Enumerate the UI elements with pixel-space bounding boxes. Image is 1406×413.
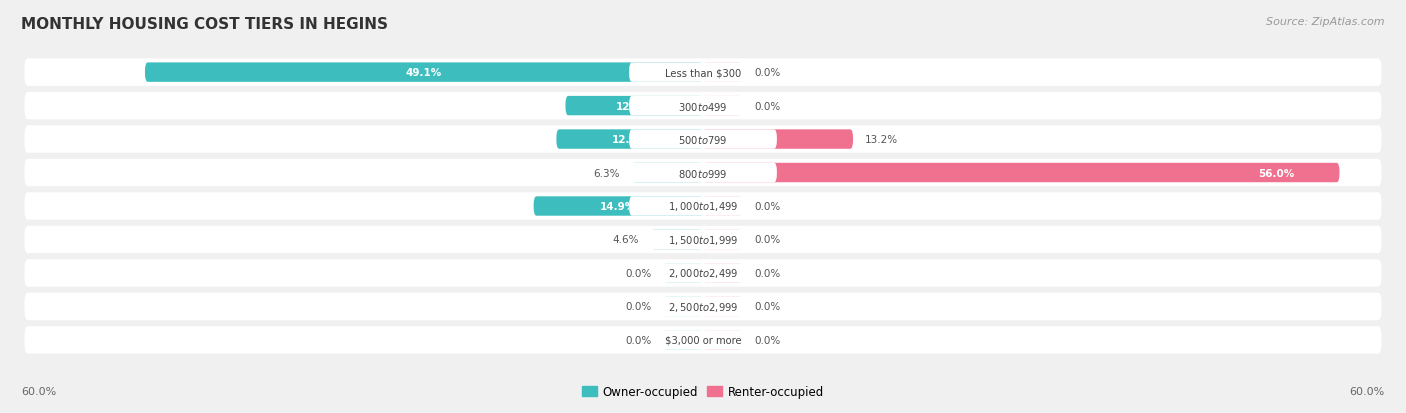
FancyBboxPatch shape [534, 197, 703, 216]
Text: $1,500 to $1,999: $1,500 to $1,999 [668, 233, 738, 247]
FancyBboxPatch shape [24, 260, 1382, 287]
FancyBboxPatch shape [703, 263, 742, 283]
Text: 0.0%: 0.0% [626, 335, 652, 345]
Text: $800 to $999: $800 to $999 [678, 167, 728, 179]
FancyBboxPatch shape [24, 126, 1382, 153]
Text: 60.0%: 60.0% [21, 387, 56, 396]
Text: 0.0%: 0.0% [754, 268, 780, 278]
FancyBboxPatch shape [703, 130, 853, 150]
FancyBboxPatch shape [24, 293, 1382, 320]
FancyBboxPatch shape [628, 164, 778, 183]
Text: 0.0%: 0.0% [754, 101, 780, 112]
FancyBboxPatch shape [565, 97, 703, 116]
Text: Less than $300: Less than $300 [665, 68, 741, 78]
Text: $2,500 to $2,999: $2,500 to $2,999 [668, 300, 738, 313]
FancyBboxPatch shape [628, 97, 778, 116]
FancyBboxPatch shape [664, 263, 703, 283]
FancyBboxPatch shape [628, 263, 778, 283]
Text: 6.3%: 6.3% [593, 168, 620, 178]
FancyBboxPatch shape [145, 63, 703, 83]
Text: $500 to $799: $500 to $799 [678, 134, 728, 146]
FancyBboxPatch shape [24, 226, 1382, 254]
FancyBboxPatch shape [651, 230, 703, 249]
FancyBboxPatch shape [628, 130, 778, 150]
Text: 56.0%: 56.0% [1258, 168, 1294, 178]
FancyBboxPatch shape [664, 297, 703, 316]
Text: 0.0%: 0.0% [626, 301, 652, 312]
FancyBboxPatch shape [703, 164, 1340, 183]
FancyBboxPatch shape [24, 159, 1382, 187]
FancyBboxPatch shape [703, 197, 742, 216]
FancyBboxPatch shape [631, 164, 703, 183]
Text: 0.0%: 0.0% [754, 68, 780, 78]
Text: 14.9%: 14.9% [600, 202, 637, 211]
FancyBboxPatch shape [703, 63, 742, 83]
FancyBboxPatch shape [628, 297, 778, 316]
Text: 0.0%: 0.0% [754, 235, 780, 245]
Text: 49.1%: 49.1% [406, 68, 441, 78]
Text: Source: ZipAtlas.com: Source: ZipAtlas.com [1267, 17, 1385, 26]
FancyBboxPatch shape [557, 130, 703, 150]
Text: $3,000 or more: $3,000 or more [665, 335, 741, 345]
Text: 12.9%: 12.9% [612, 135, 648, 145]
FancyBboxPatch shape [24, 59, 1382, 87]
FancyBboxPatch shape [628, 197, 778, 216]
FancyBboxPatch shape [24, 193, 1382, 220]
FancyBboxPatch shape [628, 330, 778, 350]
Text: $1,000 to $1,499: $1,000 to $1,499 [668, 200, 738, 213]
FancyBboxPatch shape [703, 97, 742, 116]
FancyBboxPatch shape [628, 63, 778, 83]
FancyBboxPatch shape [703, 297, 742, 316]
Text: 4.6%: 4.6% [613, 235, 640, 245]
Text: 0.0%: 0.0% [626, 268, 652, 278]
FancyBboxPatch shape [664, 330, 703, 350]
FancyBboxPatch shape [703, 230, 742, 249]
Text: 60.0%: 60.0% [1350, 387, 1385, 396]
Text: 0.0%: 0.0% [754, 301, 780, 312]
FancyBboxPatch shape [628, 230, 778, 249]
Text: 0.0%: 0.0% [754, 202, 780, 211]
FancyBboxPatch shape [24, 93, 1382, 120]
FancyBboxPatch shape [24, 326, 1382, 354]
Text: 12.1%: 12.1% [616, 101, 652, 112]
Text: $2,000 to $2,499: $2,000 to $2,499 [668, 267, 738, 280]
Legend: Owner-occupied, Renter-occupied: Owner-occupied, Renter-occupied [582, 385, 824, 399]
FancyBboxPatch shape [703, 330, 742, 350]
Text: MONTHLY HOUSING COST TIERS IN HEGINS: MONTHLY HOUSING COST TIERS IN HEGINS [21, 17, 388, 31]
Text: 0.0%: 0.0% [754, 335, 780, 345]
Text: $300 to $499: $300 to $499 [678, 100, 728, 112]
Text: 13.2%: 13.2% [865, 135, 897, 145]
